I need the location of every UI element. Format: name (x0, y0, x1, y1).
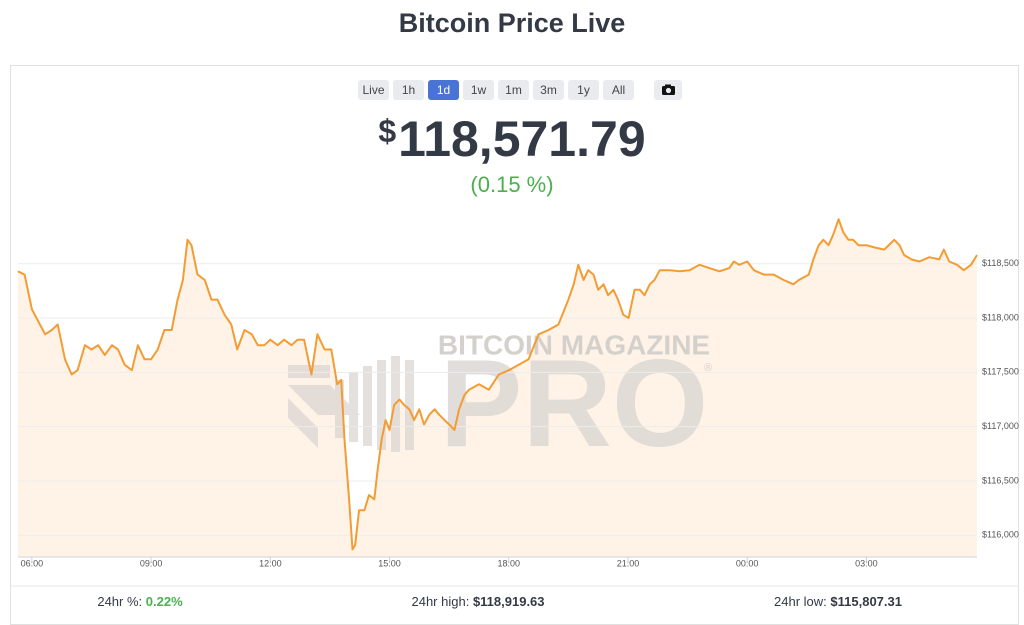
y-tick-label: $118,000 (982, 312, 1019, 322)
range-button[interactable]: 1m (498, 80, 529, 100)
range-button[interactable]: 1h (393, 80, 424, 100)
watermark-mark: ® (704, 362, 712, 374)
range-button[interactable]: Live (358, 80, 389, 100)
price-line (17, 218, 978, 551)
range-button[interactable]: 1d (428, 80, 459, 100)
x-tick-label: 06:00 (21, 558, 44, 568)
camera-icon (662, 84, 675, 95)
price: $118,571.79 (0, 110, 1024, 168)
price-currency: $ (378, 113, 397, 149)
stat-label: 24hr low: (774, 594, 827, 609)
x-tick-label: 18:00 (497, 558, 520, 568)
price-value: 118,571.79 (398, 111, 646, 167)
stat-item: 24hr %: 0.22% (97, 594, 182, 609)
stat-item: 24hr high: $118,919.63 (411, 594, 544, 609)
page: Bitcoin Price Live BITCOIN MAGAZINE PRO … (0, 8, 1024, 625)
stats: 24hr %: 0.22% 24hr high: $118,919.63 24hr … (0, 594, 1024, 611)
stat-value: 0.22% (145, 594, 183, 609)
camera-button[interactable] (654, 80, 682, 100)
y-tick-label: $116,500 (982, 475, 1019, 485)
range-button[interactable]: All (603, 80, 634, 100)
price-area (18, 219, 977, 557)
stat-value: $118,919.63 (472, 594, 545, 609)
range-button[interactable]: 3m (533, 80, 564, 100)
price-change: (0.15 %) (470, 172, 554, 197)
y-tick-label: $117,000 (982, 421, 1019, 431)
range-button[interactable]: 1y (568, 80, 599, 100)
watermark-top: BITCOIN MAGAZINE (438, 329, 710, 360)
chart: BITCOIN MAGAZINE PRO ® $116,000 $116,500 $… (10, 218, 1019, 587)
range-buttons: Live 1h 1d 1w 1m 3m 1y All (358, 80, 634, 100)
y-tick-label: $118,500 (982, 258, 1019, 268)
x-tick-label: 09:00 (140, 558, 163, 568)
y-tick-label: $116,000 (982, 530, 1019, 540)
page-title: Bitcoin Price Live (398, 8, 626, 38)
x-tick-label: 03:00 (855, 558, 878, 568)
watermark-main: PRO (440, 335, 709, 473)
y-tick-label: $117,500 (982, 367, 1019, 377)
x-tick-label: 12:00 (259, 558, 282, 568)
stat-item: 24hr low: $115,807.31 (774, 594, 902, 609)
stat-label: 24hr %: (97, 594, 143, 609)
x-tick-label: 00:00 (736, 558, 759, 568)
stat-value: $115,807.31 (830, 594, 902, 609)
stat-label: 24hr high: (411, 594, 470, 609)
range-button[interactable]: 1w (463, 80, 494, 100)
x-tick-label: 15:00 (378, 558, 401, 568)
x-tick-label: 21:00 (617, 558, 640, 568)
